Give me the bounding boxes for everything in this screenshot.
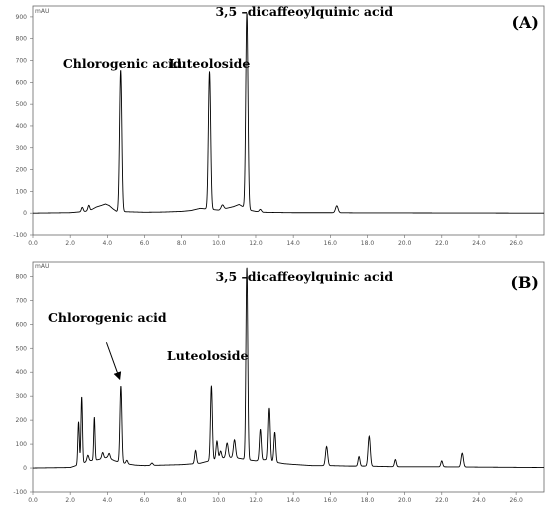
x-tick-label: 16.0 [324, 240, 338, 247]
y-tick-label: 500 [16, 345, 28, 352]
x-axis-ticks-a: 0.0 2.0 4.0 6.0 8.0 10.0 12.0 14.0 16.0 18.0 20.0 2… [28, 235, 523, 247]
panel-label-a: (A) [511, 13, 539, 32]
x-tick-label: 20.0 [398, 497, 412, 504]
y-tick-label: 800 [16, 273, 28, 280]
y-tick-label: 400 [16, 123, 28, 130]
x-axis-ticks-b: 0.0 2.0 4.0 6.0 8.0 10.0 12.0 14.0 16.0 18.0 20.0 2… [28, 492, 523, 504]
y-tick-label: 700 [16, 58, 28, 65]
y-tick-label: 100 [16, 188, 28, 195]
x-tick-label: 0.0 [28, 497, 38, 504]
y-tick-label: 800 [16, 36, 28, 43]
y-tick-label: 600 [16, 79, 28, 86]
x-tick-label: 20.0 [398, 240, 412, 247]
y-tick-label: 500 [16, 101, 28, 108]
y-tick-label: -100 [13, 232, 27, 239]
x-tick-label: 2.0 [65, 497, 75, 504]
chromatogram-trace-b [33, 267, 544, 469]
y-tick-label: 0 [23, 210, 27, 217]
chromatogram-trace-a [33, 13, 544, 214]
x-tick-label: 10.0 [212, 240, 226, 247]
peak-annotation-label: Luteoloside [167, 348, 249, 363]
x-tick-label: 10.0 [212, 497, 226, 504]
x-tick-label: 8.0 [177, 497, 187, 504]
y-tick-label: 900 [16, 14, 28, 21]
y-tick-label: 100 [16, 441, 28, 448]
x-tick-label: 12.0 [249, 240, 263, 247]
y-unit-label-a: mAU [35, 8, 49, 15]
y-tick-label: 200 [16, 417, 28, 424]
x-tick-label: 26.0 [509, 497, 523, 504]
x-tick-label: 8.0 [177, 240, 187, 247]
chromatogram-panel-b: mAU (B) 0.0 2.0 4.0 6.0 8.0 10.0 12.0 14.0 16.0 1… [13, 261, 545, 504]
x-tick-label: 18.0 [361, 497, 375, 504]
x-tick-label: 24.0 [472, 240, 486, 247]
x-tick-label: 14.0 [286, 240, 300, 247]
y-tick-label: 600 [16, 321, 28, 328]
y-unit-label-b: mAU [35, 263, 49, 270]
x-tick-label: 2.0 [65, 240, 75, 247]
panel-label-b: (B) [510, 273, 539, 292]
y-tick-label: 200 [16, 167, 28, 174]
peak-annotation-label: Chlorogenic acid [48, 310, 167, 325]
x-tick-label: 4.0 [103, 240, 113, 247]
y-tick-label: 700 [16, 297, 28, 304]
peak-annotations-b: Chlorogenic acid Luteoloside 3,5 –dicaffeo… [48, 269, 393, 363]
x-tick-label: 14.0 [286, 497, 300, 504]
peak-annotation-label: 3,5 –dicaffeoylquinic acid [215, 269, 393, 284]
y-axis-ticks-b: -100 0 100 200 300 400 500 600 700 800 [13, 273, 33, 496]
peak-annotation-label: 3,5 –dicaffeoylquinic acid [215, 4, 393, 19]
chromatogram-panel-a: mAU (A) 0.0 2.0 4.0 6.0 8.0 10.0 12.0 14.0 16.0 1… [13, 4, 545, 247]
x-tick-label: 6.0 [140, 497, 150, 504]
x-tick-label: 12.0 [249, 497, 263, 504]
x-tick-label: 22.0 [435, 240, 449, 247]
x-tick-label: 0.0 [28, 240, 38, 247]
peak-annotation-label: Luteoloside [169, 56, 251, 71]
x-tick-label: 26.0 [509, 240, 523, 247]
y-tick-label: 400 [16, 369, 28, 376]
peak-annotation-label: Chlorogenic acid [63, 56, 182, 71]
y-axis-ticks-a: -100 0 100 200 300 400 500 600 700 800 900 [13, 14, 33, 239]
annotation-arrow [105, 342, 122, 381]
x-tick-label: 22.0 [435, 497, 449, 504]
x-tick-label: 16.0 [324, 497, 338, 504]
y-tick-label: 0 [23, 465, 27, 472]
y-tick-label: -100 [13, 489, 27, 496]
x-tick-label: 24.0 [472, 497, 486, 504]
x-tick-label: 6.0 [140, 240, 150, 247]
plot-frame-b [32, 261, 545, 493]
x-tick-label: 18.0 [361, 240, 375, 247]
y-tick-label: 300 [16, 145, 28, 152]
y-tick-label: 300 [16, 393, 28, 400]
plot-frame-a [32, 5, 545, 236]
x-tick-label: 4.0 [103, 497, 113, 504]
